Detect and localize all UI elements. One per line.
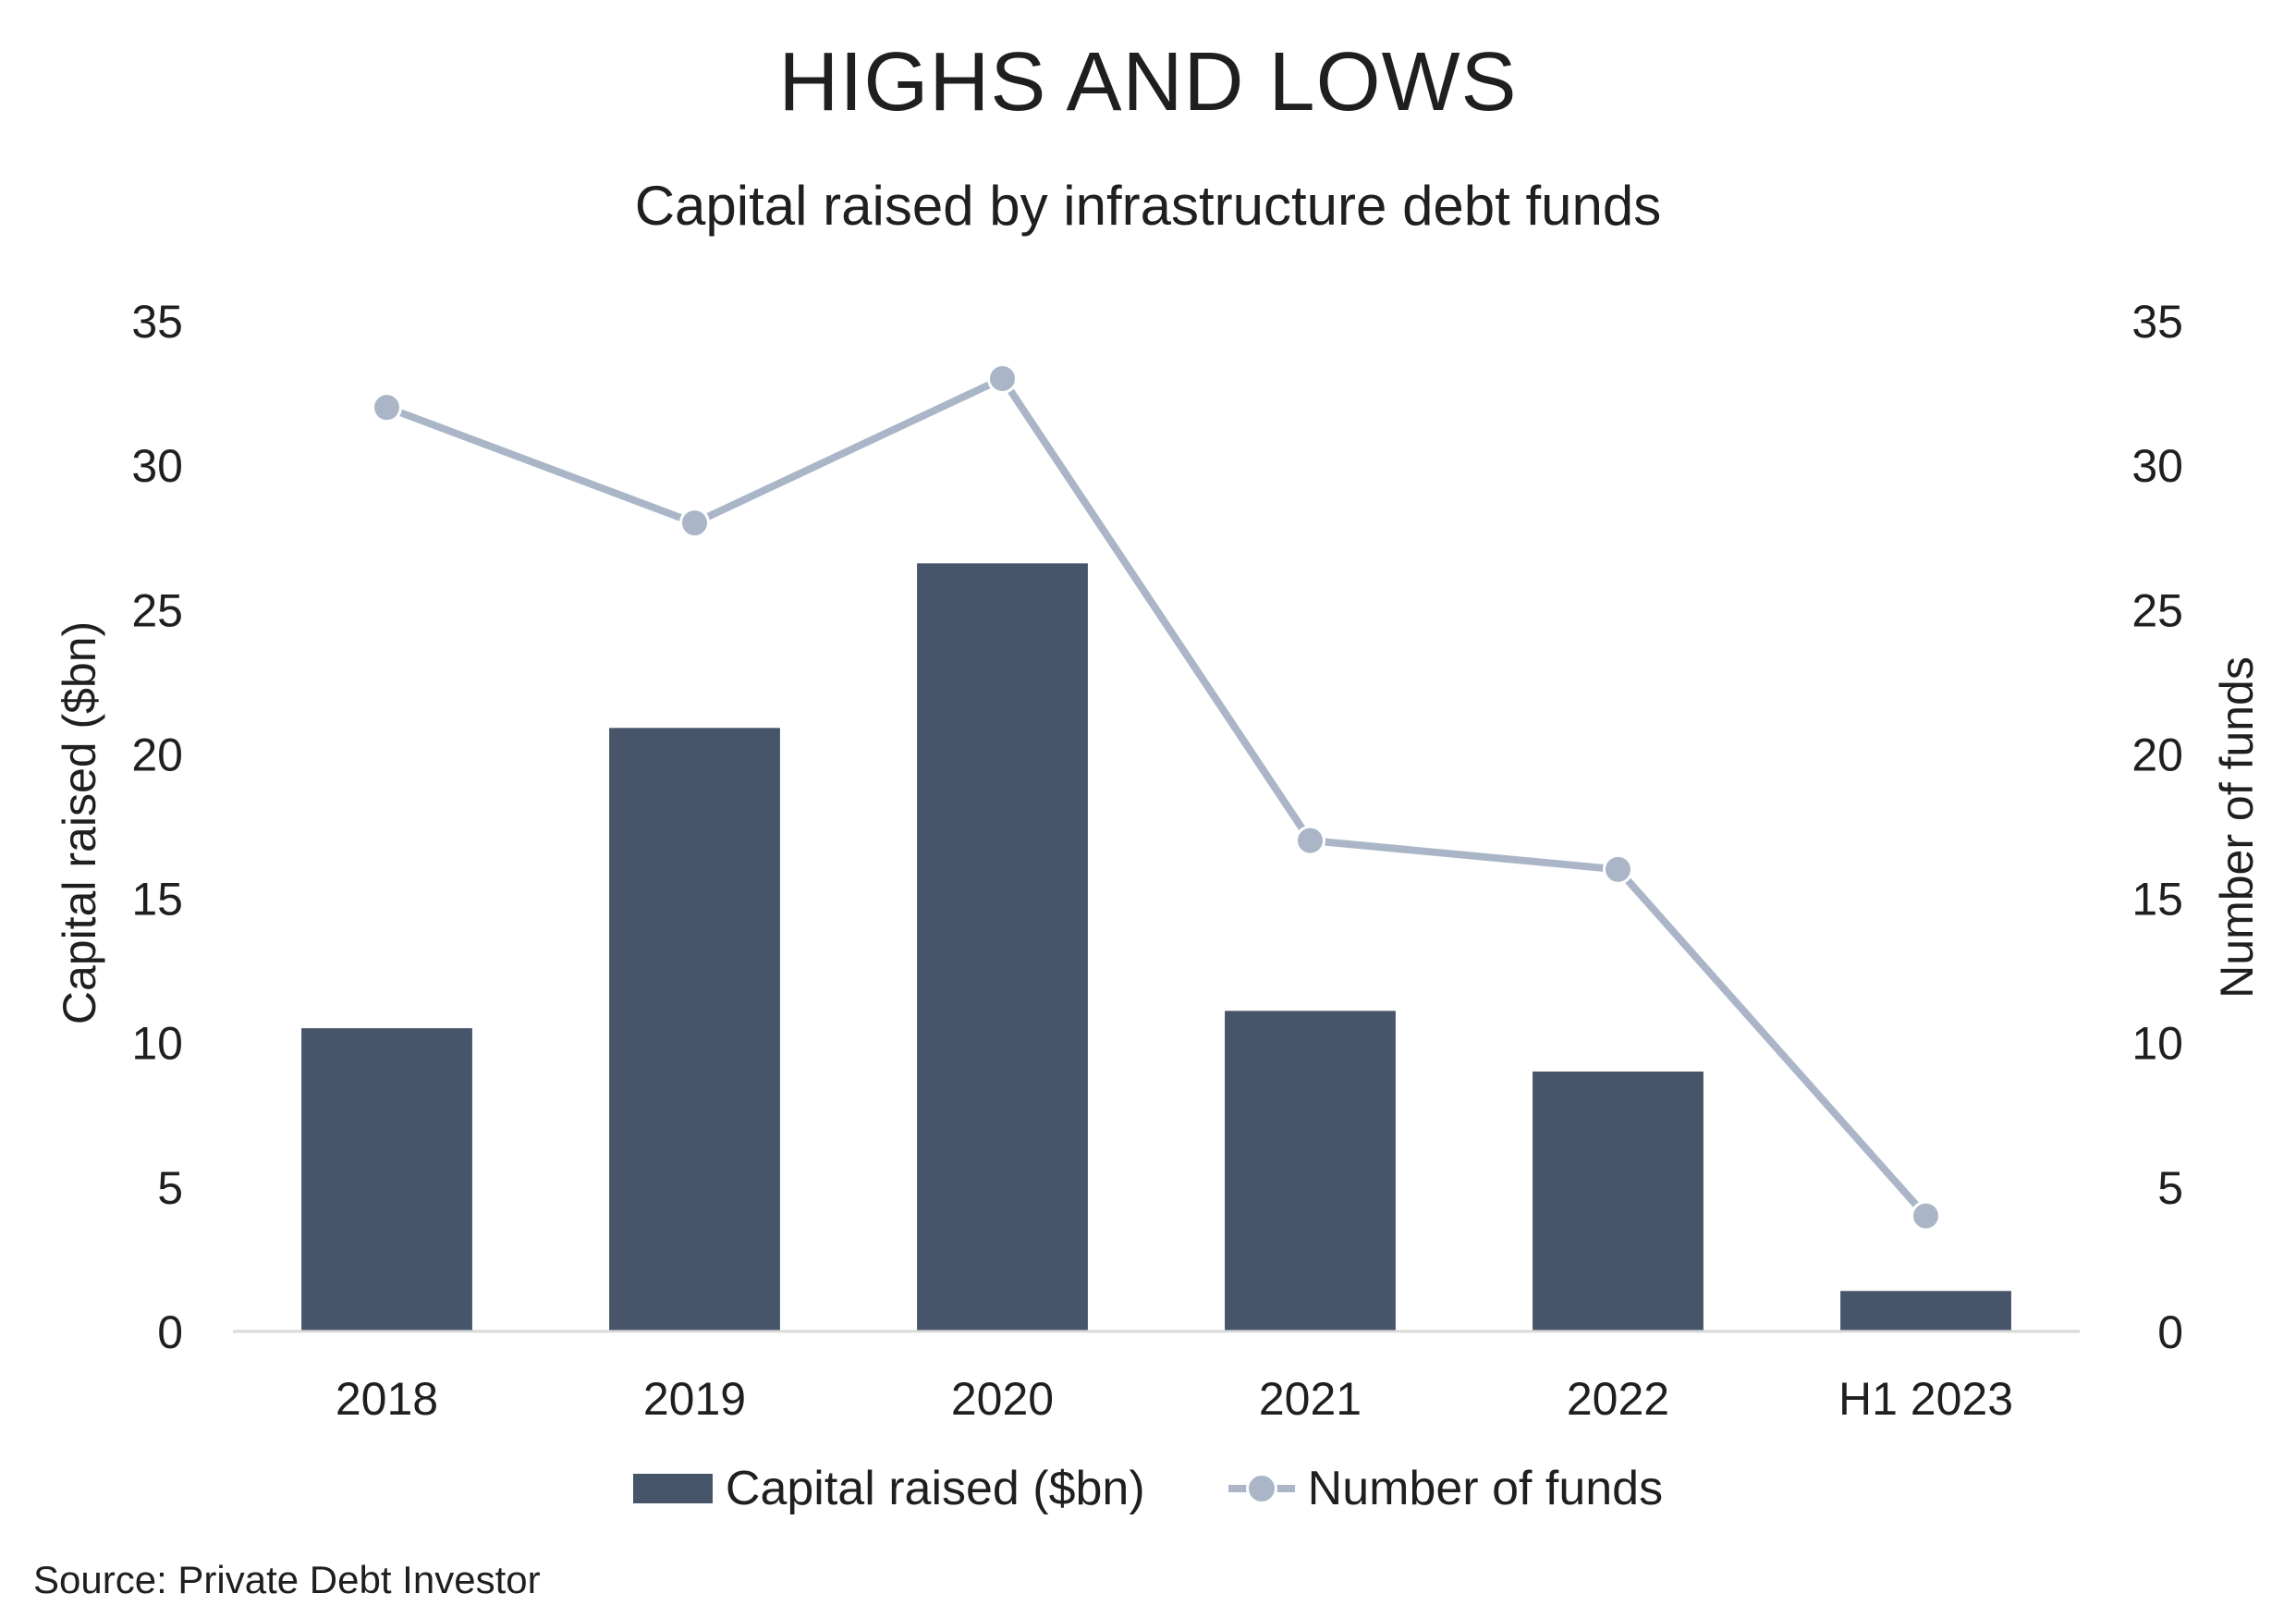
left-tick-label: 0 xyxy=(157,1306,183,1358)
x-tick-label: H1 2023 xyxy=(1838,1373,2013,1425)
right-tick-label: 35 xyxy=(2131,296,2183,348)
right-tick-label: 5 xyxy=(2157,1162,2183,1214)
left-tick-label: 30 xyxy=(131,440,183,492)
left-tick-label: 10 xyxy=(131,1018,183,1070)
left-tick-label: 25 xyxy=(131,584,183,636)
x-tick-label: 2022 xyxy=(1567,1373,1669,1425)
line-series xyxy=(372,362,1941,1232)
bar xyxy=(1225,1011,1396,1331)
bar xyxy=(917,563,1088,1331)
right-axis-title: Number of funds xyxy=(2211,656,2263,999)
right-tick-label: 20 xyxy=(2131,729,2183,780)
funds-point xyxy=(1295,825,1325,856)
bar-series xyxy=(301,563,2011,1331)
x-axis-ticks: 2018 2019 2020 2021 2022 H1 2023 xyxy=(336,1373,2013,1425)
left-axis-title: Capital raised ($bn) xyxy=(54,621,105,1024)
right-tick-label: 0 xyxy=(2157,1306,2183,1358)
funds-point xyxy=(987,362,1018,394)
legend-label-funds: Number of funds xyxy=(1307,1462,1664,1515)
legend: Capital raised ($bn) Number of funds xyxy=(0,1461,2296,1516)
legend-label-capital: Capital raised ($bn) xyxy=(725,1462,1145,1515)
legend-item-funds: Number of funds xyxy=(1227,1461,1664,1516)
left-tick-label: 5 xyxy=(157,1162,183,1214)
x-tick-label: 2019 xyxy=(643,1373,746,1425)
chart-subtitle: Capital raised by infrastructure debt fu… xyxy=(634,175,1662,237)
chart-title: HIGHS AND LOWS xyxy=(778,36,1518,129)
x-tick-label: 2018 xyxy=(336,1373,438,1425)
bar xyxy=(609,728,780,1331)
x-tick-label: 2020 xyxy=(951,1373,1054,1425)
legend-item-capital: Capital raised ($bn) xyxy=(632,1461,1145,1516)
bar xyxy=(1533,1071,1704,1331)
funds-point xyxy=(1603,853,1633,885)
right-tick-label: 15 xyxy=(2131,874,2183,925)
funds-point xyxy=(679,508,710,539)
right-tick-label: 25 xyxy=(2131,584,2183,636)
funds-point xyxy=(372,392,402,423)
right-tick-label: 10 xyxy=(2131,1018,2183,1070)
source-note: Source: Private Debt Investor xyxy=(33,1558,541,1601)
bar xyxy=(1840,1291,2011,1331)
funds-point xyxy=(1911,1200,1941,1232)
funds-line xyxy=(385,374,1929,1219)
legend-line-swatch xyxy=(1227,1472,1295,1505)
left-axis-ticks: 0 5 10 15 20 25 30 35 xyxy=(131,296,183,1358)
legend-bar-swatch xyxy=(632,1474,713,1503)
left-tick-label: 15 xyxy=(131,874,183,925)
bar xyxy=(301,1028,472,1331)
left-tick-label: 20 xyxy=(131,729,183,780)
left-tick-label: 35 xyxy=(131,296,183,348)
x-tick-label: 2021 xyxy=(1259,1373,1362,1425)
right-axis-ticks: 0 5 10 15 20 25 30 35 xyxy=(2131,296,2183,1358)
right-tick-label: 30 xyxy=(2131,440,2183,492)
